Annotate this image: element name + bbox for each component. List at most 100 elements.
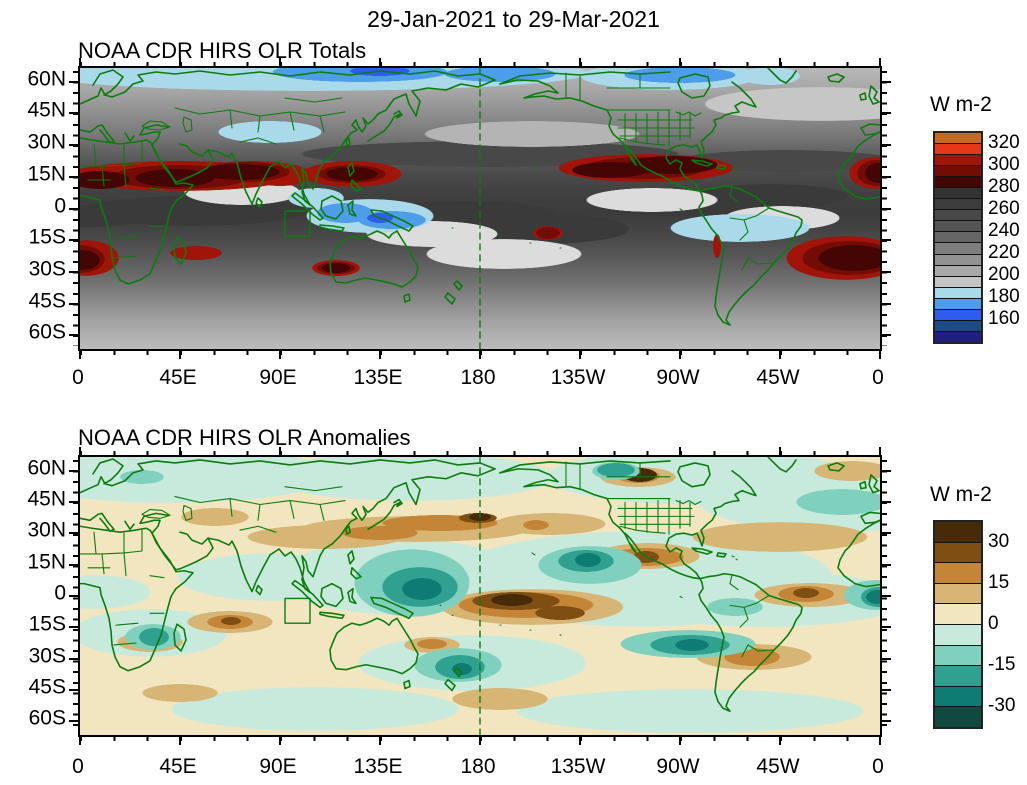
- x-major-tick: [79, 58, 81, 66]
- y-major-tick: [882, 302, 891, 305]
- panel-anomalies: NOAA CDR HIRS OLR Anomalies 60N 45N 30N 15N…: [0, 425, 1027, 785]
- y-tick-label: 15N: [27, 162, 66, 186]
- colorbar-box: [935, 297, 981, 309]
- colorbar-box: [935, 209, 981, 221]
- x-major-tick: [379, 351, 381, 359]
- y-major-tick: [882, 112, 891, 115]
- y-major-tick: [882, 720, 891, 723]
- x-axis: 0 45E 90E 135E 180 135W 90W 45W 0: [72, 747, 884, 779]
- y-major-tick: [882, 80, 891, 83]
- y-tick-label: 15N: [27, 550, 66, 574]
- y-major-tick: [69, 657, 78, 660]
- x-major-tick: [79, 737, 81, 745]
- colorbar-tick-label: 30: [988, 530, 1010, 552]
- y-major-tick: [69, 500, 78, 503]
- x-ticks-top: [79, 58, 881, 66]
- x-major-tick: [579, 58, 581, 66]
- y-tick-label: 45S: [28, 289, 66, 313]
- colorbar-box: [935, 582, 981, 604]
- x-major-tick: [179, 351, 181, 359]
- x-major-tick: [679, 351, 681, 359]
- colorbar-box: [935, 231, 981, 243]
- x-tick-label: 90W: [656, 755, 700, 778]
- x-tick-label: 0: [72, 366, 84, 389]
- x-tick-label: 135E: [353, 366, 403, 389]
- y-major-tick: [882, 563, 891, 566]
- y-tick-label: 30S: [28, 257, 66, 281]
- y-major-tick: [69, 720, 78, 723]
- x-major-tick: [379, 58, 381, 66]
- colorbar-tick-label: 0: [988, 612, 999, 634]
- y-tick-label: 60S: [28, 706, 66, 730]
- x-major-tick: [579, 737, 581, 745]
- colorbar: [933, 520, 983, 729]
- y-major-tick: [882, 626, 891, 629]
- x-major-tick: [179, 737, 181, 745]
- colorbar-tick-label: 260: [988, 198, 1020, 219]
- y-tick-label: 60N: [27, 67, 66, 91]
- x-major-tick: [179, 447, 181, 455]
- x-major-tick: [479, 737, 481, 745]
- x-axis: 0 45E 90E 135E 180 135W 90W 45W 0: [72, 358, 884, 390]
- colorbar-box: [935, 253, 981, 265]
- x-tick-label: 45E: [159, 366, 197, 389]
- y-major-tick: [69, 175, 78, 178]
- figure-title: 29-Jan-2021 to 29-Mar-2021: [367, 6, 660, 32]
- colorbar-box: [935, 187, 981, 199]
- x-major-tick: [879, 58, 881, 66]
- colorbar-box: [935, 319, 981, 331]
- x-major-tick: [479, 447, 481, 455]
- colorbar-box: [935, 220, 981, 232]
- x-major-tick: [279, 351, 281, 359]
- y-tick-label: 15S: [28, 225, 66, 249]
- colorbar-box: [935, 165, 981, 177]
- x-major-tick: [579, 351, 581, 359]
- colorbar: [933, 131, 983, 344]
- colorbar-box: [935, 286, 981, 298]
- colorbar-labels: 320 300 280 260 240 220 200 180 160: [988, 132, 1027, 341]
- colorbar-tick-label: 200: [988, 264, 1020, 285]
- x-major-tick: [779, 58, 781, 66]
- x-tick-label: 135W: [550, 366, 606, 389]
- x-major-tick: [879, 737, 881, 745]
- y-major-tick: [69, 689, 78, 692]
- colorbar-box: [935, 665, 981, 686]
- y-tick-label: 15S: [28, 612, 66, 636]
- y-ticks-right: [882, 68, 891, 349]
- x-tick-label: 0: [72, 755, 84, 778]
- x-major-tick: [779, 447, 781, 455]
- x-tick-label: 90W: [656, 366, 700, 389]
- y-ticks-left: [69, 457, 78, 735]
- x-major-tick: [779, 737, 781, 745]
- y-tick-label: 30S: [28, 644, 66, 668]
- colorbar-tick-label: 180: [988, 286, 1020, 307]
- y-major-tick: [882, 239, 891, 242]
- colorbar-tick-label: 240: [988, 220, 1020, 241]
- x-tick-label: 0: [872, 755, 884, 778]
- colorbar-tick-label: 320: [988, 132, 1020, 153]
- world-coastlines: [80, 68, 880, 349]
- y-major-tick: [882, 532, 891, 535]
- x-tick-label: 90E: [259, 755, 297, 778]
- colorbar-box: [935, 133, 981, 144]
- colorbar-box: [935, 143, 981, 155]
- y-ticks-right: [882, 457, 891, 735]
- y-major-tick: [69, 469, 78, 472]
- x-tick-label: 180: [460, 366, 496, 389]
- colorbar-box: [935, 541, 981, 563]
- x-tick-label: 0: [872, 366, 884, 389]
- x-ticks-bottom: [79, 351, 881, 359]
- y-major-tick: [69, 334, 78, 337]
- y-major-tick: [882, 469, 891, 472]
- colorbar-box: [935, 522, 981, 542]
- y-tick-label: 30N: [27, 130, 66, 154]
- x-major-tick: [79, 447, 81, 455]
- colorbar-box: [935, 264, 981, 276]
- x-major-tick: [479, 58, 481, 66]
- colorbar-box: [935, 603, 981, 624]
- panel-totals: NOAA CDR HIRS OLR Totals 60N 45N 30N 15N 0 15…: [0, 38, 1027, 398]
- y-major-tick: [69, 270, 78, 273]
- y-axis: 60N 45N 30N 15N 0 15S 30S 45S 60S: [0, 455, 70, 733]
- colorbar-title: W m-2: [930, 93, 992, 116]
- colorbar-tick-label: 220: [988, 242, 1020, 263]
